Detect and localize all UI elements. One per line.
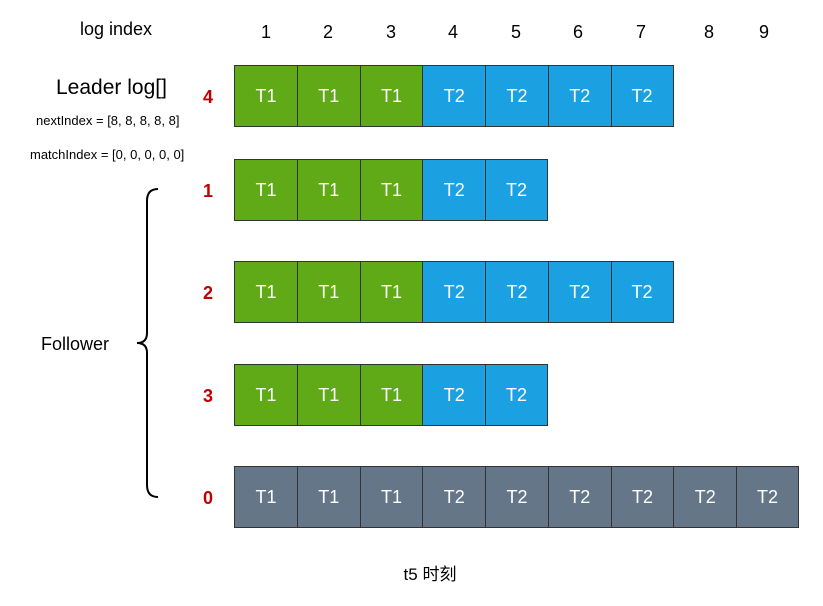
log-entry: T1	[296, 261, 361, 323]
log-entry: T2	[547, 466, 612, 528]
log-index-number: 5	[510, 22, 521, 42]
match-index-label: matchIndex = [0, 0, 0, 0, 0]	[30, 147, 185, 162]
log-index-number: 6	[572, 22, 583, 42]
log-entry: T2	[547, 261, 612, 323]
log-entry: T1	[359, 159, 424, 221]
log-entry: T2	[485, 159, 548, 221]
node-id-4: 4	[202, 87, 213, 107]
follower-brace	[136, 188, 159, 498]
log-index-number: 9	[758, 22, 769, 42]
log-entry: T2	[485, 364, 548, 426]
log-entry: T1	[234, 65, 298, 127]
log-entry: T1	[359, 65, 424, 127]
log-entry: T2	[422, 261, 487, 323]
log-index-number: 1	[260, 22, 271, 42]
log-index-number: 7	[635, 22, 646, 42]
log-row-node-3: T1 T1 T1 T2 T2	[234, 364, 550, 428]
log-entry: T1	[296, 159, 361, 221]
log-entry: T1	[296, 65, 361, 127]
log-entry: T2	[485, 261, 549, 323]
log-entry: T1	[296, 364, 361, 426]
log-index-number: 3	[385, 22, 396, 42]
log-entry: T2	[485, 65, 549, 127]
log-index-row: 1 2 3 4 5 6 7 8 9	[0, 22, 823, 46]
log-entry: T2	[422, 159, 487, 221]
log-entry: T1	[234, 159, 298, 221]
log-entry: T1	[234, 364, 298, 426]
log-entry: T2	[422, 65, 487, 127]
log-row-node-0: T1 T1 T1 T2 T2 T2 T2 T2 T2	[234, 466, 801, 530]
log-entry: T2	[485, 466, 549, 528]
log-entry: T1	[234, 261, 298, 323]
leader-log-label: Leader log[]	[56, 76, 167, 99]
log-index-number: 8	[703, 22, 714, 42]
follower-label: Follower	[41, 334, 110, 354]
log-entry: T2	[422, 466, 487, 528]
log-entry: T1	[296, 466, 361, 528]
log-index-number: 4	[447, 22, 458, 42]
log-row-node-4: T1 T1 T1 T2 T2 T2 T2	[234, 65, 675, 129]
log-entry: T1	[359, 261, 424, 323]
log-entry: T2	[610, 261, 674, 323]
log-entry: T2	[610, 65, 674, 127]
node-id-3: 3	[202, 386, 213, 406]
log-index-label: log index	[80, 19, 153, 39]
log-index-number: 2	[322, 22, 333, 42]
node-id-1: 1	[202, 181, 213, 201]
log-entry: T2	[422, 364, 487, 426]
log-entry: T2	[547, 65, 612, 127]
next-index-label: nextIndex = [8, 8, 8, 8, 8]	[36, 113, 180, 128]
log-row-node-1: T1 T1 T1 T2 T2	[234, 159, 550, 223]
log-entry: T1	[234, 466, 298, 528]
log-entry: T2	[736, 466, 799, 528]
node-id-0: 0	[202, 488, 213, 508]
log-entry: T2	[673, 466, 738, 528]
log-entry: T1	[359, 466, 424, 528]
log-entry: T1	[359, 364, 424, 426]
log-row-node-2: T1 T1 T1 T2 T2 T2 T2	[234, 261, 675, 325]
log-entry: T2	[610, 466, 675, 528]
time-caption: t5 时刻	[403, 565, 457, 584]
node-id-2: 2	[202, 283, 213, 303]
